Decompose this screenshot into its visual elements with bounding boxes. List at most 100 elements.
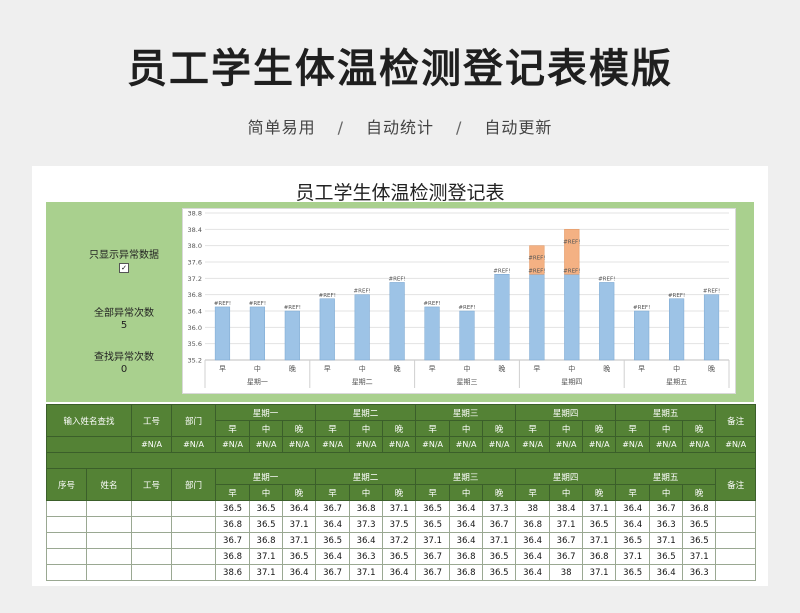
temperature-cell[interactable]: 36.7	[549, 548, 584, 565]
temperature-cell[interactable]: 36.8	[349, 500, 384, 517]
temperature-cell[interactable]: 36.5	[415, 516, 451, 533]
table-cell[interactable]	[131, 500, 173, 517]
temperature-cell[interactable]: 38.4	[549, 500, 584, 517]
note-cell[interactable]	[715, 500, 757, 517]
temperature-cell[interactable]: 36.5	[215, 500, 251, 517]
temperature-cell[interactable]: 36.5	[282, 548, 317, 565]
note-cell[interactable]	[715, 532, 757, 549]
temperature-cell[interactable]: 37.1	[282, 532, 317, 549]
temperature-cell[interactable]: 37.3	[349, 516, 384, 533]
temperature-cell[interactable]: 36.3	[349, 548, 384, 565]
table-cell[interactable]	[171, 548, 217, 565]
temperature-cell[interactable]: 37.3	[482, 500, 517, 517]
table-cell[interactable]	[131, 564, 173, 581]
temperature-cell[interactable]: 37.1	[282, 516, 317, 533]
table-cell[interactable]	[85, 548, 133, 565]
temperature-cell[interactable]: 36.5	[682, 516, 717, 533]
temperature-cell[interactable]: 36.5	[482, 548, 517, 565]
temperature-cell[interactable]: 36.4	[349, 532, 384, 549]
table-cell[interactable]	[46, 500, 87, 517]
table-cell[interactable]	[46, 516, 87, 533]
temperature-cell[interactable]: 38.6	[215, 564, 251, 581]
temperature-cell[interactable]: 38	[515, 500, 551, 517]
temperature-cell[interactable]: 36.5	[415, 500, 451, 517]
temperature-cell[interactable]: 36.4	[449, 516, 484, 533]
temperature-cell[interactable]: 36.5	[249, 500, 284, 517]
table-cell[interactable]	[46, 564, 87, 581]
temperature-cell[interactable]: 36.7	[215, 532, 251, 549]
temperature-cell[interactable]: 36.4	[515, 564, 551, 581]
temperature-cell[interactable]: 36.7	[315, 564, 351, 581]
temperature-cell[interactable]: 36.4	[315, 548, 351, 565]
table-cell[interactable]	[46, 548, 87, 565]
temperature-cell[interactable]: 37.1	[582, 564, 617, 581]
temperature-cell[interactable]: 37.1	[615, 548, 651, 565]
temperature-cell[interactable]: 36.5	[382, 548, 417, 565]
table-cell[interactable]	[85, 516, 133, 533]
temperature-cell[interactable]: 37.1	[349, 564, 384, 581]
temperature-cell[interactable]: 36.7	[549, 532, 584, 549]
temperature-cell[interactable]: 36.8	[215, 548, 251, 565]
temperature-cell[interactable]: 36.3	[649, 516, 684, 533]
temperature-cell[interactable]: 37.5	[382, 516, 417, 533]
temperature-cell[interactable]: 37.1	[549, 516, 584, 533]
temperature-cell[interactable]: 36.4	[382, 564, 417, 581]
temperature-cell[interactable]: 36.5	[315, 532, 351, 549]
table-cell[interactable]	[171, 516, 217, 533]
temperature-cell[interactable]: 37.2	[382, 532, 417, 549]
note-cell[interactable]	[715, 564, 757, 581]
temperature-cell[interactable]: 37.1	[582, 532, 617, 549]
temperature-cell[interactable]: 36.8	[682, 500, 717, 517]
temperature-cell[interactable]: 36.3	[682, 564, 717, 581]
temperature-cell[interactable]: 36.8	[449, 548, 484, 565]
table-cell[interactable]	[171, 500, 217, 517]
temperature-cell[interactable]: 36.8	[582, 548, 617, 565]
temperature-cell[interactable]: 36.8	[449, 564, 484, 581]
temperature-cell[interactable]: 37.1	[582, 500, 617, 517]
temperature-cell[interactable]: 38	[549, 564, 584, 581]
temperature-cell[interactable]: 37.1	[382, 500, 417, 517]
temperature-cell[interactable]: 36.5	[615, 564, 651, 581]
temperature-cell[interactable]: 36.8	[515, 516, 551, 533]
note-cell[interactable]	[715, 516, 757, 533]
temperature-cell[interactable]: 37.1	[249, 564, 284, 581]
temperature-cell[interactable]: 37.1	[415, 532, 451, 549]
temperature-cell[interactable]: 37.1	[649, 532, 684, 549]
temperature-cell[interactable]: 37.1	[482, 532, 517, 549]
temperature-cell[interactable]: 36.4	[282, 564, 317, 581]
temperature-cell[interactable]: 36.5	[682, 532, 717, 549]
temperature-cell[interactable]: 36.4	[282, 500, 317, 517]
temperature-cell[interactable]: 36.7	[482, 516, 517, 533]
show-abnormal-checkbox[interactable]: ✓	[119, 263, 129, 273]
temperature-cell[interactable]: 36.5	[582, 516, 617, 533]
table-cell[interactable]	[171, 532, 217, 549]
table-cell[interactable]	[131, 532, 173, 549]
temperature-cell[interactable]: 36.4	[649, 564, 684, 581]
temperature-cell[interactable]: 36.4	[449, 500, 484, 517]
temperature-cell[interactable]: 36.5	[249, 516, 284, 533]
temperature-cell[interactable]: 36.5	[482, 564, 517, 581]
temperature-cell[interactable]: 36.8	[249, 532, 284, 549]
table-cell[interactable]	[131, 516, 173, 533]
table-cell[interactable]	[85, 564, 133, 581]
temperature-cell[interactable]: 37.1	[249, 548, 284, 565]
table-cell[interactable]	[131, 548, 173, 565]
temperature-cell[interactable]: 36.7	[649, 500, 684, 517]
table-cell[interactable]	[46, 532, 87, 549]
temperature-cell[interactable]: 36.4	[615, 516, 651, 533]
table-cell[interactable]	[85, 500, 133, 517]
temperature-cell[interactable]: 36.7	[415, 564, 451, 581]
temperature-cell[interactable]: 36.5	[615, 532, 651, 549]
temperature-cell[interactable]: 36.5	[649, 548, 684, 565]
table-cell[interactable]	[85, 532, 133, 549]
temperature-cell[interactable]: 36.4	[515, 532, 551, 549]
temperature-cell[interactable]: 36.4	[315, 516, 351, 533]
temperature-cell[interactable]: 36.8	[215, 516, 251, 533]
temperature-cell[interactable]: 36.7	[315, 500, 351, 517]
temperature-cell[interactable]: 36.4	[515, 548, 551, 565]
temperature-cell[interactable]: 36.4	[615, 500, 651, 517]
note-cell[interactable]	[715, 548, 757, 565]
temperature-cell[interactable]: 36.4	[449, 532, 484, 549]
temperature-cell[interactable]: 36.7	[415, 548, 451, 565]
table-cell[interactable]	[171, 564, 217, 581]
